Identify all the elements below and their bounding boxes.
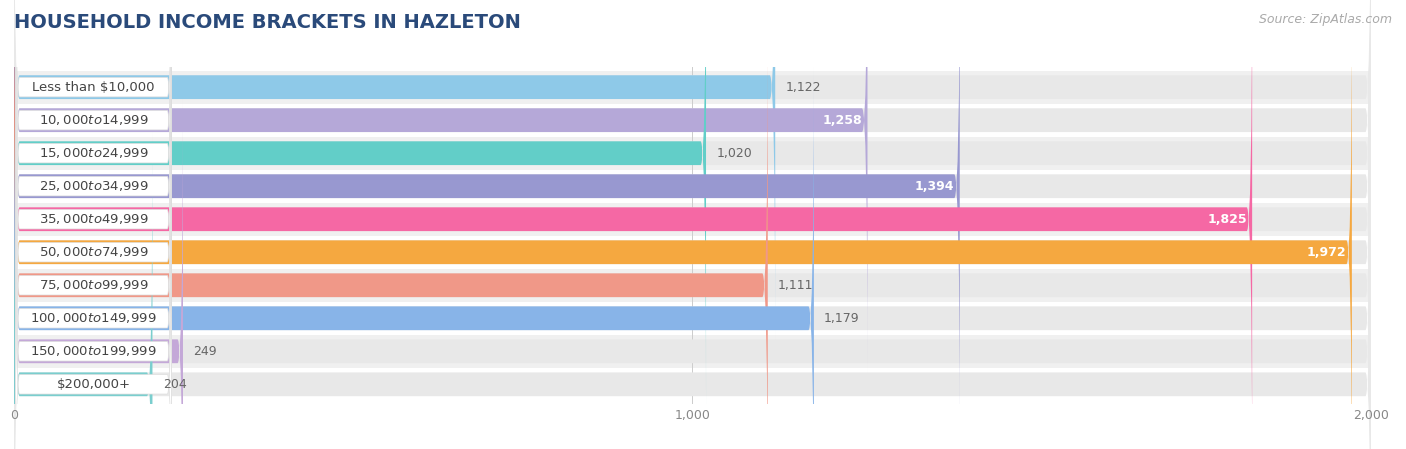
FancyBboxPatch shape	[14, 0, 775, 339]
Text: $150,000 to $199,999: $150,000 to $199,999	[30, 344, 156, 358]
Text: HOUSEHOLD INCOME BRACKETS IN HAZLETON: HOUSEHOLD INCOME BRACKETS IN HAZLETON	[14, 13, 522, 32]
Text: 249: 249	[193, 345, 217, 358]
FancyBboxPatch shape	[15, 64, 172, 440]
FancyBboxPatch shape	[14, 66, 1371, 449]
Text: 1,972: 1,972	[1306, 246, 1347, 259]
Bar	[0, 202, 1385, 236]
FancyBboxPatch shape	[15, 0, 172, 308]
FancyBboxPatch shape	[14, 132, 1371, 449]
FancyBboxPatch shape	[14, 0, 1351, 449]
Text: 1,179: 1,179	[824, 312, 859, 325]
Text: 1,258: 1,258	[823, 114, 862, 127]
FancyBboxPatch shape	[14, 0, 1371, 339]
Bar	[0, 236, 1385, 269]
Text: $35,000 to $49,999: $35,000 to $49,999	[38, 212, 148, 226]
Text: 204: 204	[163, 378, 187, 391]
Text: $10,000 to $14,999: $10,000 to $14,999	[38, 113, 148, 127]
Text: $50,000 to $74,999: $50,000 to $74,999	[38, 245, 148, 259]
FancyBboxPatch shape	[14, 0, 1371, 438]
FancyBboxPatch shape	[15, 97, 172, 449]
Text: $15,000 to $24,999: $15,000 to $24,999	[38, 146, 148, 160]
Bar	[0, 136, 1385, 170]
Bar	[0, 170, 1385, 202]
Bar	[0, 335, 1385, 368]
FancyBboxPatch shape	[14, 0, 1371, 449]
Text: $25,000 to $34,999: $25,000 to $34,999	[38, 179, 148, 193]
FancyBboxPatch shape	[15, 0, 172, 374]
Text: 1,394: 1,394	[915, 180, 955, 193]
Bar	[0, 269, 1385, 302]
FancyBboxPatch shape	[15, 0, 172, 276]
Text: $100,000 to $149,999: $100,000 to $149,999	[30, 311, 156, 325]
Text: 1,020: 1,020	[716, 147, 752, 160]
FancyBboxPatch shape	[14, 0, 868, 372]
FancyBboxPatch shape	[14, 0, 1371, 449]
Bar	[0, 302, 1385, 335]
FancyBboxPatch shape	[14, 132, 152, 449]
FancyBboxPatch shape	[15, 0, 172, 342]
Bar	[0, 70, 1385, 104]
Text: Source: ZipAtlas.com: Source: ZipAtlas.com	[1258, 13, 1392, 26]
Text: 1,825: 1,825	[1208, 213, 1247, 226]
FancyBboxPatch shape	[14, 0, 1253, 449]
Text: 1,111: 1,111	[778, 279, 814, 292]
FancyBboxPatch shape	[15, 31, 172, 408]
Text: $75,000 to $99,999: $75,000 to $99,999	[38, 278, 148, 292]
FancyBboxPatch shape	[14, 0, 960, 438]
Text: Less than $10,000: Less than $10,000	[32, 81, 155, 94]
FancyBboxPatch shape	[14, 0, 1371, 372]
FancyBboxPatch shape	[15, 196, 172, 449]
FancyBboxPatch shape	[14, 99, 1371, 449]
FancyBboxPatch shape	[14, 66, 814, 449]
FancyBboxPatch shape	[14, 33, 1371, 449]
Bar	[0, 368, 1385, 401]
FancyBboxPatch shape	[14, 33, 768, 449]
FancyBboxPatch shape	[14, 99, 183, 449]
FancyBboxPatch shape	[15, 163, 172, 449]
Bar	[0, 104, 1385, 136]
FancyBboxPatch shape	[14, 0, 1371, 405]
Text: 1,122: 1,122	[786, 81, 821, 94]
FancyBboxPatch shape	[14, 0, 706, 405]
FancyBboxPatch shape	[15, 130, 172, 449]
Text: $200,000+: $200,000+	[56, 378, 131, 391]
